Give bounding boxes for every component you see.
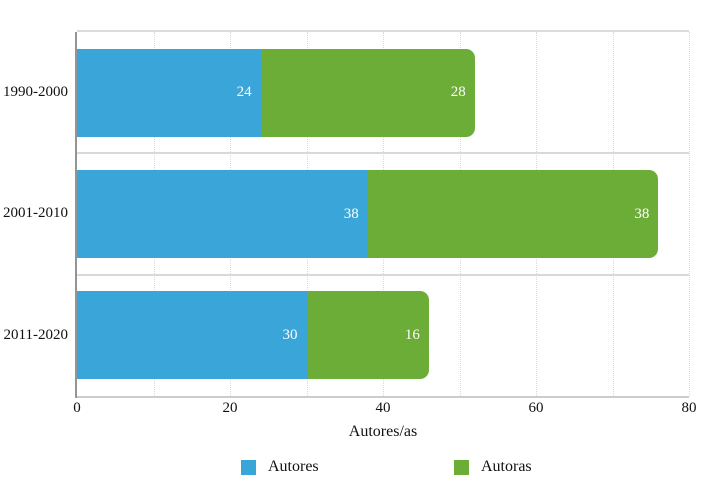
bar-segment-autores: 38 xyxy=(77,170,368,258)
legend: Autores Autoras xyxy=(0,458,708,478)
legend-label: Autores xyxy=(268,458,319,475)
bar-value-label: 38 xyxy=(343,205,359,222)
x-axis-ticks: 0 20 40 60 80 xyxy=(73,400,696,418)
x-axis-tick: 20 xyxy=(222,400,238,416)
gridline xyxy=(689,32,690,396)
bar-segment-autores: 24 xyxy=(77,48,261,137)
bar-segment-autoras: 38 xyxy=(367,170,659,258)
legend-item-autoras: Autoras xyxy=(454,458,532,476)
bar-value-label: 38 xyxy=(634,205,650,222)
legend-swatch-autores xyxy=(241,459,256,475)
y-axis-labels: 1990-2000 2001-2010 2011-2020 xyxy=(0,32,68,396)
y-axis-line xyxy=(75,32,77,398)
bar-row-1990-2000: 24 28 xyxy=(77,48,475,137)
x-axis-tick: 80 xyxy=(681,400,697,416)
plot-top-border xyxy=(77,30,689,32)
bar-row-2001-2010: 38 38 xyxy=(77,170,659,258)
bar-value-label: 16 xyxy=(404,326,420,343)
bar-segment-autores: 30 xyxy=(77,291,307,380)
legend-swatch-autoras xyxy=(454,459,469,475)
x-axis-title: Autores/as xyxy=(348,423,418,440)
legend-item-autores: Autores xyxy=(241,458,319,476)
bar-value-label: 30 xyxy=(282,326,298,343)
x-axis-tick: 0 xyxy=(73,400,81,416)
bar-value-label: 28 xyxy=(450,84,466,101)
y-axis-label: 1990-2000 xyxy=(3,84,68,100)
y-axis-label: 2011-2020 xyxy=(3,326,68,343)
x-axis-tick: 40 xyxy=(375,400,391,416)
plot-area: 24 28 38 38 30 16 xyxy=(77,32,690,396)
x-axis-line xyxy=(77,396,689,398)
bar-value-label: 24 xyxy=(236,84,252,101)
bar-row-2011-2020: 30 16 xyxy=(77,291,429,380)
bar-segment-autoras: 16 xyxy=(306,291,429,380)
y-axis-label: 2001-2010 xyxy=(3,205,68,222)
bar-segment-autoras: 28 xyxy=(260,48,475,137)
x-axis-tick: 60 xyxy=(528,400,544,416)
band-separator xyxy=(77,152,689,155)
legend-label: Autoras xyxy=(481,458,532,475)
band-separator xyxy=(77,273,689,276)
